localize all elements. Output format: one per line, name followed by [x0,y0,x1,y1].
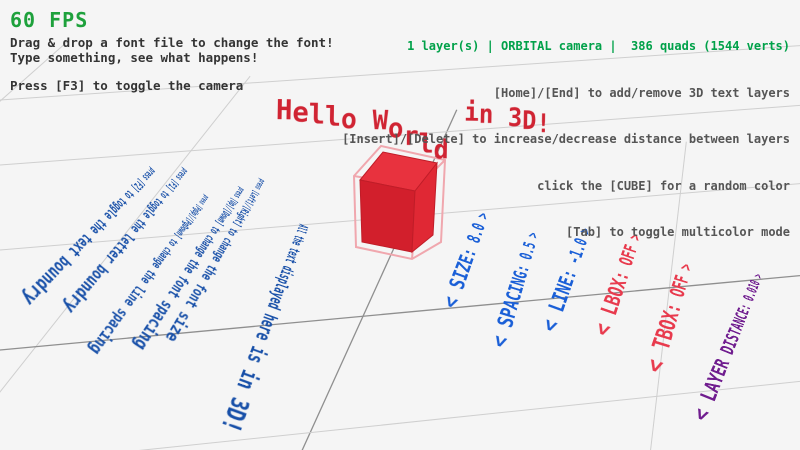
cube-face-right[interactable] [411,161,438,254]
hint-drag-drop: Drag & drop a font file to change the fo… [10,35,334,50]
fps-counter: 60 FPS [10,8,89,32]
hint-layer-distance: [Insert]/[Delete] to increase/decrease d… [342,132,790,146]
hint-type-something: Type something, see what happens! [10,50,259,65]
hint-toggle-camera: Press [F3] to toggle the camera [10,78,244,93]
hint-multicolor-mode: [Tab] to toggle multicolor mode [566,225,790,239]
hint-cube-random-color: click the [CUBE] for a random color [537,178,790,193]
right-hud: 1 layer(s) | ORBITAL camera | 386 quads … [342,8,790,272]
hint-add-remove-layers: [Home]/[End] to add/remove 3D text layer… [493,85,790,100]
status-line: 1 layer(s) | ORBITAL camera | 386 quads … [407,39,790,53]
